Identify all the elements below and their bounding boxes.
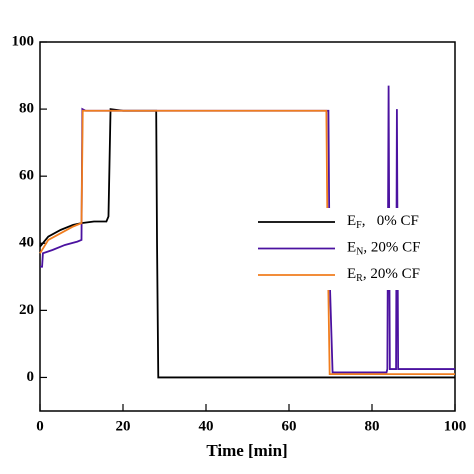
y-tick-label: 0 <box>27 369 35 385</box>
x-tick-label: 0 <box>36 418 44 434</box>
legend-label: ER, 20% CF <box>347 266 420 284</box>
x-tick-label: 20 <box>116 418 131 434</box>
x-tick-label: 60 <box>282 418 297 434</box>
plot-frame <box>39 41 456 412</box>
x-tick-label: 40 <box>199 418 214 434</box>
legend-name: E <box>347 266 356 282</box>
y-tick-label: 20 <box>19 302 34 318</box>
x-axis-label: Time [min] <box>206 441 287 460</box>
y-tick-label: 100 <box>12 33 35 49</box>
legend-name: E <box>347 213 356 229</box>
legend-name: E <box>347 240 356 256</box>
legend-subscript: F <box>356 220 362 231</box>
legend-rest: , 0% CF <box>362 213 419 229</box>
legend-subscript: N <box>356 247 363 258</box>
y-tick-label: 80 <box>19 101 34 117</box>
legend-label: EF, 0% CF <box>347 213 419 231</box>
x-tick-label: 80 <box>365 418 380 434</box>
legend-rest: , 20% CF <box>363 266 420 282</box>
x-tick-label: 100 <box>444 418 467 434</box>
legend-label: EN, 20% CF <box>347 240 421 258</box>
legend-subscript: R <box>356 273 363 284</box>
legend-rest: , 20% CF <box>363 240 420 256</box>
series-line <box>39 108 455 379</box>
series-line <box>40 85 455 374</box>
y-tick-label: 60 <box>19 168 34 184</box>
y-tick-label: 40 <box>19 235 34 251</box>
